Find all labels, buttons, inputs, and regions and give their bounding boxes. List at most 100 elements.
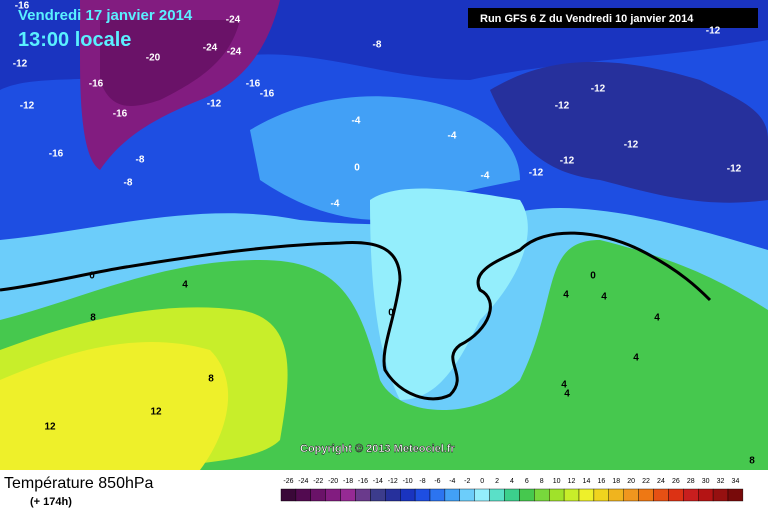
contour-label: 8 xyxy=(208,374,214,385)
colorbar-swatch xyxy=(459,488,475,502)
colorbar-tick-label: 20 xyxy=(627,478,635,485)
contour-label: -16 xyxy=(89,79,104,90)
colorbar-swatch xyxy=(400,488,416,502)
contour-label: -12 xyxy=(560,156,575,167)
colorbar-swatch xyxy=(578,488,595,502)
colorbar-tick-label: -20 xyxy=(328,478,338,485)
colorbar-swatch xyxy=(325,488,341,502)
colorbar-swatch xyxy=(593,488,610,502)
colorbar-tick-label: -8 xyxy=(419,478,425,485)
date: Vendredi 17 janvier 2014 xyxy=(18,7,193,24)
colorbar-swatch xyxy=(712,488,729,502)
colorbar-tick-label: -6 xyxy=(434,478,440,485)
time: 13:00 locale xyxy=(18,29,131,51)
contour-label: -12 xyxy=(624,140,639,151)
colorbar-tick-label: -4 xyxy=(449,478,455,485)
contour-label: 4 xyxy=(633,353,639,364)
contour-label: -4 xyxy=(481,171,490,182)
contour-label: 12 xyxy=(150,407,162,418)
colorbar-tick-label: 16 xyxy=(597,478,605,485)
colorbar-tick-label: 22 xyxy=(642,478,650,485)
contour-label: -8 xyxy=(373,40,382,51)
contour-label: 4 xyxy=(601,292,607,303)
contour-label: -24 xyxy=(203,43,218,54)
footer-lead: (+ 174h) xyxy=(30,496,72,508)
run: Run GFS 6 Z du Vendredi 10 janvier 2014 xyxy=(480,13,694,25)
colorbar-swatch xyxy=(563,488,580,502)
colorbar-tick-label: 0 xyxy=(480,478,484,485)
colorbar-swatch xyxy=(414,488,431,502)
contour-label: 0 xyxy=(590,271,596,282)
contour-label: -8 xyxy=(136,155,145,166)
colorbar-swatch xyxy=(385,488,401,502)
colorbar-tick-label: 28 xyxy=(687,478,695,485)
footer-title: Température 850hPa xyxy=(4,475,154,492)
contour-labels: -16-24-12-20-24 -24-8-12-16 -16-16-12 -12-1… xyxy=(13,1,755,467)
colorbar-swatch xyxy=(295,488,311,502)
colorbar-tick-label: -10 xyxy=(403,478,413,485)
colorbar-swatch xyxy=(668,488,684,502)
contour-label: 0 xyxy=(388,308,394,319)
contour-label: -16 xyxy=(113,109,128,120)
contour-label: 8 xyxy=(90,313,96,324)
colorbar-tick-label: 4 xyxy=(510,478,514,485)
colorbar-swatch xyxy=(489,488,505,502)
colorbar-tick-label: 34 xyxy=(732,478,740,485)
colorbar-swatch xyxy=(698,488,714,502)
contour-label: -12 xyxy=(555,101,570,112)
contour-label: 0 xyxy=(89,271,95,282)
contour-label: -4 xyxy=(352,116,361,127)
colorbar-swatch xyxy=(638,488,654,502)
colorbar-tick-label: 30 xyxy=(702,478,710,485)
contour-label: -16 xyxy=(246,79,261,90)
colorbar-swatch xyxy=(370,488,386,502)
colorbar-swatch xyxy=(653,488,669,502)
colorbar-tick-label: 18 xyxy=(612,478,620,485)
contour-label: -8 xyxy=(124,178,133,189)
colorbar-tick-label: -16 xyxy=(358,478,368,485)
contour-label: 4 xyxy=(563,290,569,301)
contour-label: -24 xyxy=(226,15,241,26)
contour-label: 8 xyxy=(749,456,755,467)
colorbar-swatch xyxy=(474,488,490,502)
colorbar-swatch xyxy=(727,488,744,502)
contour-label: -12 xyxy=(529,168,544,179)
contour-label: -12 xyxy=(591,84,606,95)
colorbar-tick-label: 24 xyxy=(657,478,665,485)
colorbar-tick-label: -14 xyxy=(373,478,383,485)
contour-label: -12 xyxy=(20,101,35,112)
colorbar-tick-label: 14 xyxy=(583,478,591,485)
contour-label: -16 xyxy=(260,89,275,100)
contour-label: 4 xyxy=(654,313,660,324)
contour-label: 0 xyxy=(354,163,360,174)
contour-label: -4 xyxy=(448,131,457,142)
colorbar-tick-label: -18 xyxy=(343,478,353,485)
colorbar-swatch xyxy=(280,488,297,502)
colorbar-swatch xyxy=(608,488,624,502)
colorbar-swatch xyxy=(683,488,699,502)
contour-label: 12 xyxy=(44,422,56,433)
colorbar-tick-label: -24 xyxy=(298,478,308,485)
contour-label: 4 xyxy=(564,389,570,400)
contour-label: -12 xyxy=(13,59,28,70)
contour-label: -4 xyxy=(331,199,340,210)
colorbar-swatch xyxy=(444,488,460,502)
colorbar-swatch xyxy=(429,488,446,502)
colorbar-swatch xyxy=(534,488,550,502)
contour-label: -16 xyxy=(15,1,30,12)
copyright: Copyright © 2013 Meteociel.fr xyxy=(300,443,456,455)
contour-label: -16 xyxy=(49,149,64,160)
contour-label: -12 xyxy=(207,99,222,110)
colorbar-swatch xyxy=(310,488,326,502)
colorbar-swatch xyxy=(504,488,520,502)
colorbar-tick-label: 6 xyxy=(525,478,529,485)
colorbar: -26 -24 -22 -20 -18 -16 -14 -12 -10 -8 -6 -4 -2 0 2 4 6 8… xyxy=(280,478,744,502)
run-box xyxy=(468,8,758,28)
map-background xyxy=(0,0,768,470)
colorbar-tick-label: 26 xyxy=(672,478,680,485)
colorbar-tick-label: -2 xyxy=(464,478,470,485)
colorbar-swatch xyxy=(340,488,356,502)
colorbar-tick-label: 12 xyxy=(568,478,576,485)
contour-label: -12 xyxy=(706,26,721,37)
